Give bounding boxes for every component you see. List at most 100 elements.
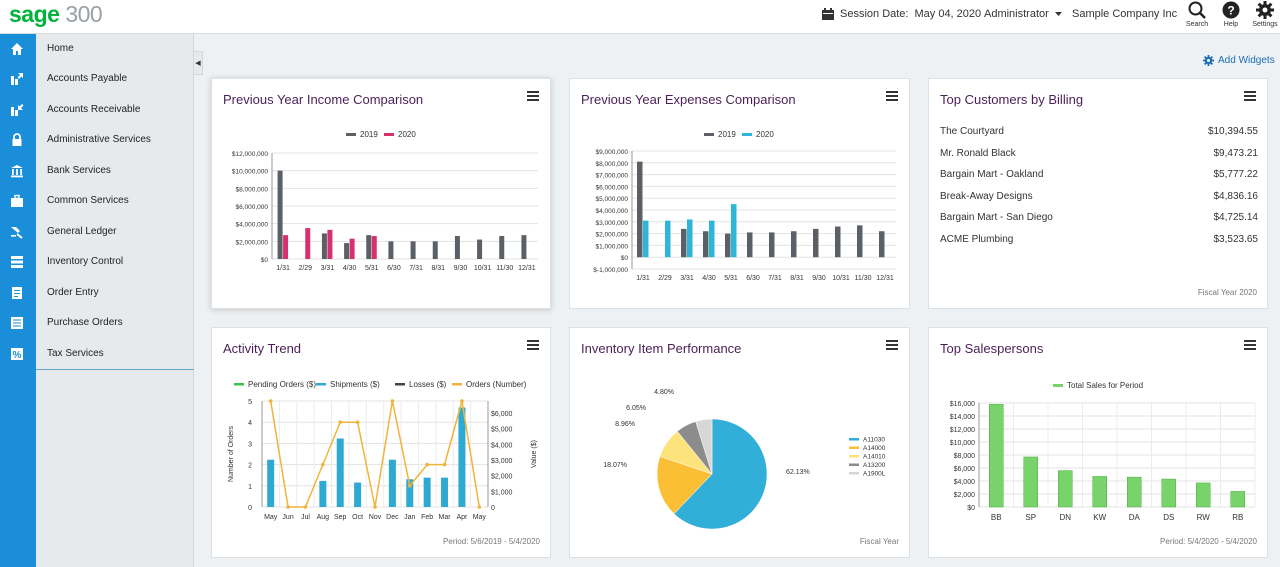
sidebar-item-purchase-orders[interactable]: Purchase Orders — [47, 317, 123, 328]
search-button[interactable]: Search — [1180, 0, 1214, 34]
customer-row[interactable]: Break-Away Designs $4,836.16 — [940, 191, 1258, 202]
briefcase-icon[interactable] — [8, 192, 26, 210]
y-tick-label-left: 2 — [248, 463, 252, 470]
x-tick-label: DN — [1059, 513, 1071, 522]
bar — [813, 228, 819, 258]
y-tick-label: $3,000,000 — [595, 220, 628, 227]
user-menu[interactable]: Administrator — [984, 8, 1062, 20]
bar — [327, 229, 333, 259]
sidebar-item-bank-services[interactable]: Bank Services — [47, 165, 111, 176]
customer-row[interactable]: Mr. Ronald Black $9,473.21 — [940, 148, 1258, 159]
x-tick-label: 11/30 — [855, 275, 872, 282]
menu-icon[interactable] — [1244, 91, 1256, 103]
help-icon: ? — [1222, 1, 1240, 19]
customer-row[interactable]: The Courtyard $10,394.55 — [940, 126, 1258, 137]
menu-icon[interactable] — [1244, 340, 1256, 352]
accounts-receivable-icon[interactable] — [8, 101, 26, 119]
bar — [349, 238, 355, 259]
lock-icon[interactable] — [8, 131, 26, 149]
menu-icon[interactable] — [527, 91, 539, 103]
widget-title: Top Customers by Billing — [940, 92, 1084, 107]
y-tick-label-right: 0 — [491, 505, 495, 512]
menu-icon[interactable] — [886, 91, 898, 103]
gear-icon — [1203, 55, 1214, 66]
income-widget: Previous Year Income Comparison 2019 2020… — [211, 78, 551, 309]
sidebar-item-administrative-services[interactable]: Administrative Services — [47, 134, 151, 145]
x-tick-label: 8/31 — [790, 275, 804, 282]
y-tick-label: $2,000,000 — [235, 239, 268, 246]
x-tick-label: Nov — [369, 514, 382, 521]
session-date[interactable]: Session Date: May 04, 2020 — [822, 8, 981, 20]
tax-icon[interactable]: % — [8, 345, 26, 363]
sidebar-item-order-entry[interactable]: Order Entry — [47, 287, 99, 298]
bar — [388, 241, 394, 259]
collapse-sidebar-button[interactable]: ◀ — [193, 51, 203, 75]
y-tick-label: $14,000 — [950, 414, 975, 421]
orders-point — [407, 484, 412, 488]
legend-label: A14010 — [863, 454, 886, 461]
x-tick-label: DA — [1129, 513, 1141, 522]
bar — [423, 477, 431, 507]
bar — [681, 228, 687, 258]
sidebar-item-general-ledger[interactable]: General Ledger — [47, 226, 117, 237]
ledger-icon[interactable] — [8, 223, 26, 241]
customer-row[interactable]: ACME Plumbing $3,523.65 — [940, 234, 1258, 245]
bar — [1196, 482, 1211, 508]
settings-button[interactable]: Settings — [1248, 0, 1280, 34]
pie-slice — [695, 418, 713, 475]
legend-swatch — [742, 133, 752, 136]
sidebar-item-tax-services[interactable]: Tax Services — [47, 348, 104, 359]
order-icon[interactable] — [8, 284, 26, 302]
y-axis-label-right: Value ($) — [531, 440, 538, 468]
y-tick-label-left: 3 — [248, 441, 252, 448]
y-tick-label: $8,000 — [954, 453, 976, 460]
top-salespersons-widget: Top Salespersons Total Sales for Period $… — [928, 327, 1268, 558]
y-tick-label-right: $4,000 — [491, 442, 513, 449]
sidebar-item-accounts-receivable[interactable]: Accounts Receivable — [47, 104, 141, 115]
orders-point — [460, 399, 464, 403]
orders-point — [390, 399, 395, 403]
widget-title: Previous Year Expenses Comparison — [581, 92, 796, 107]
income-chart: 2019 2020 $12,000,000 $10,000,000 $8,000,000… — [232, 130, 538, 272]
sage-logo[interactable]: sage 300 — [9, 1, 103, 27]
x-tick-label: May — [264, 514, 278, 521]
bar — [709, 220, 715, 258]
y-tick-label: $0 — [261, 257, 269, 264]
inventory-icon[interactable] — [8, 253, 26, 271]
sidebar-item-common-services[interactable]: Common Services — [47, 195, 129, 206]
company-name[interactable]: Sample Company Inc — [1072, 8, 1178, 20]
orders-point — [425, 462, 429, 467]
help-button[interactable]: ? Help — [1214, 0, 1248, 34]
bar — [458, 407, 466, 507]
accounts-payable-icon[interactable] — [8, 70, 26, 88]
sidebar-item-inventory-control[interactable]: Inventory Control — [47, 256, 124, 267]
bar — [283, 235, 289, 259]
bar — [1058, 470, 1073, 508]
home-icon[interactable] — [8, 40, 26, 58]
icon-rail: % — [0, 34, 36, 567]
sidebar-item-accounts-payable[interactable]: Accounts Payable — [47, 73, 128, 84]
menu-icon[interactable] — [886, 340, 898, 352]
x-tick-label: Jun — [282, 514, 293, 521]
y-tick-label: $10,000,000 — [232, 169, 269, 176]
x-tick-label: 3/31 — [321, 265, 335, 272]
bar — [410, 241, 416, 259]
customer-row[interactable]: Bargain Mart - San Diego $4,725.14 — [940, 212, 1258, 223]
purchase-icon[interactable] — [8, 314, 26, 332]
slice-label: 6.05% — [626, 405, 646, 412]
legend-label: Total Sales for Period — [1067, 381, 1143, 390]
bar — [1230, 491, 1245, 508]
bank-icon[interactable] — [8, 162, 26, 180]
customer-row[interactable]: Bargain Mart - Oakland $5,777.22 — [940, 169, 1258, 180]
y-tick-label: $9,000,000 — [595, 149, 628, 156]
bar — [791, 231, 797, 258]
legend-label: A1900L — [863, 471, 886, 478]
sidebar-item-home[interactable]: Home — [47, 43, 74, 54]
bar — [477, 239, 483, 259]
add-widgets-button[interactable]: Add Widgets — [1203, 55, 1275, 66]
x-tick-label: 4/30 — [343, 265, 357, 272]
bar — [1092, 476, 1107, 508]
bar — [366, 235, 372, 259]
menu-icon[interactable] — [527, 340, 539, 352]
x-tick-label: May — [473, 514, 487, 521]
